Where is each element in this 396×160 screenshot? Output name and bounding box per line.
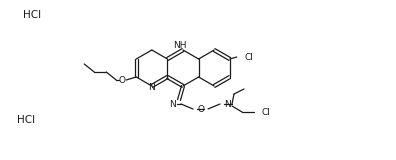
Text: N: N <box>225 100 231 108</box>
Text: N: N <box>169 100 176 108</box>
Text: NH: NH <box>173 40 187 49</box>
Text: HCl: HCl <box>17 115 35 125</box>
Text: Cl: Cl <box>245 52 254 61</box>
Text: N: N <box>148 83 155 92</box>
Text: O: O <box>119 76 126 84</box>
Text: HCl: HCl <box>23 10 41 20</box>
Text: Cl: Cl <box>262 108 271 116</box>
Text: O: O <box>198 104 204 113</box>
